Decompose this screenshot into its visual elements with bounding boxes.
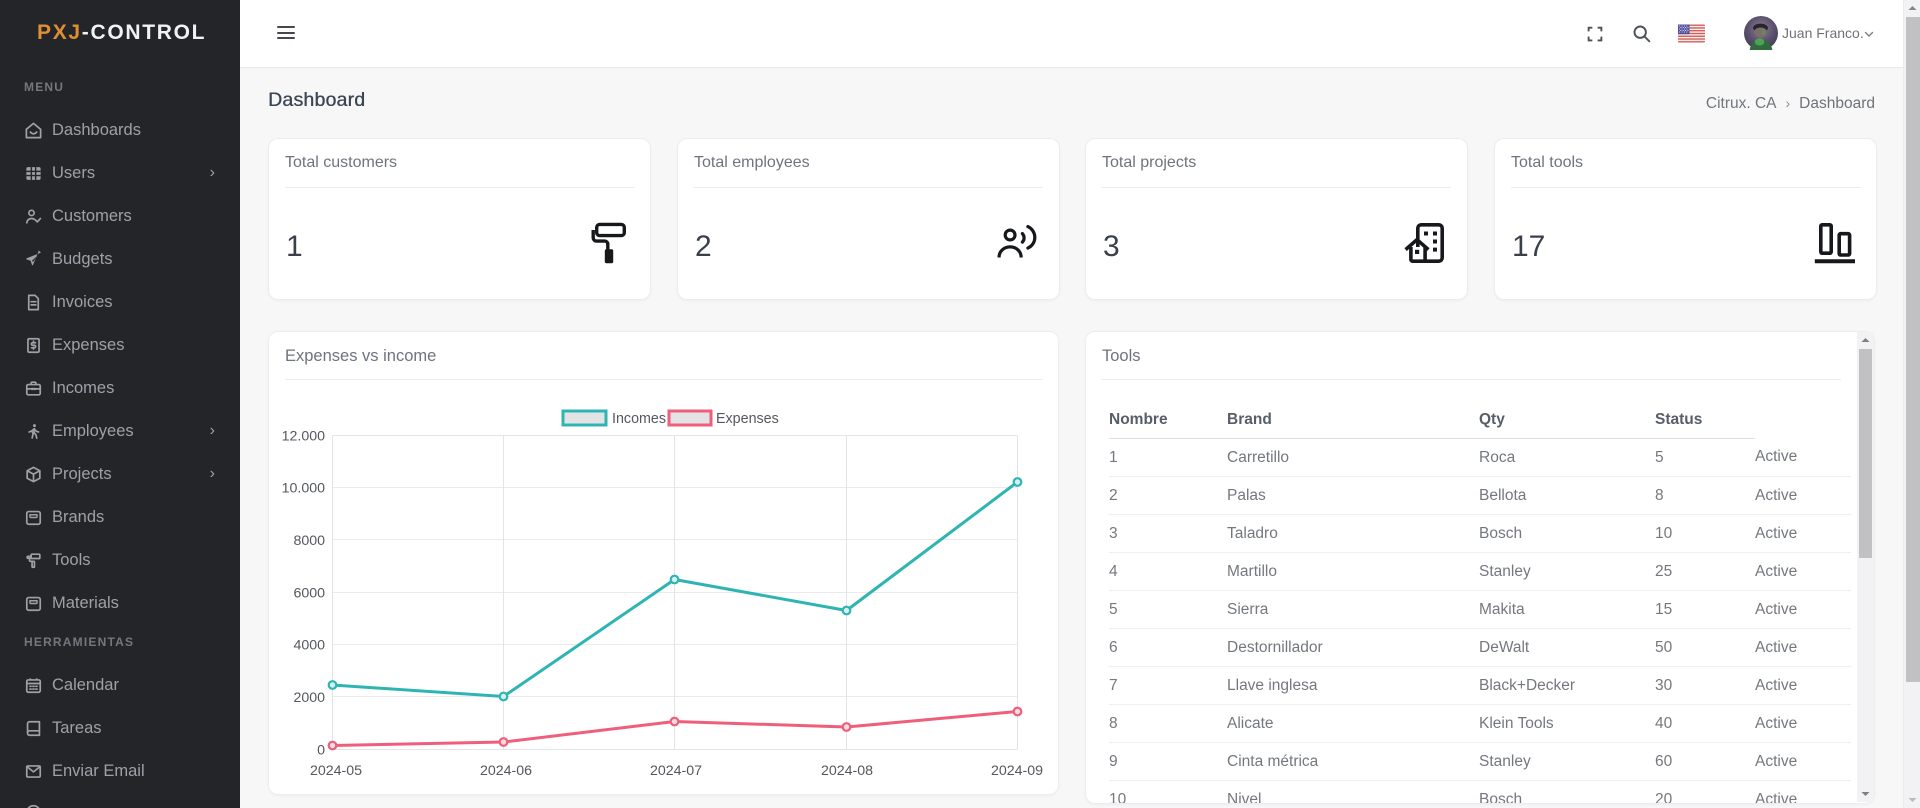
svg-text:10.000: 10.000 — [282, 481, 326, 497]
svg-text:2024-05: 2024-05 — [310, 763, 362, 779]
svg-text:6000: 6000 — [293, 586, 325, 602]
svg-text:2000: 2000 — [293, 690, 325, 706]
svg-text:Incomes: Incomes — [612, 411, 666, 427]
svg-text:2024-08: 2024-08 — [821, 763, 873, 779]
svg-text:0: 0 — [317, 743, 325, 759]
svg-text:Expenses: Expenses — [716, 411, 779, 427]
svg-text:2024-07: 2024-07 — [650, 763, 702, 779]
svg-text:12.000: 12.000 — [282, 429, 326, 445]
svg-text:2024-06: 2024-06 — [480, 763, 532, 779]
svg-text:4000: 4000 — [293, 638, 325, 654]
svg-text:8000: 8000 — [293, 533, 325, 549]
svg-text:2024-09: 2024-09 — [991, 763, 1043, 779]
